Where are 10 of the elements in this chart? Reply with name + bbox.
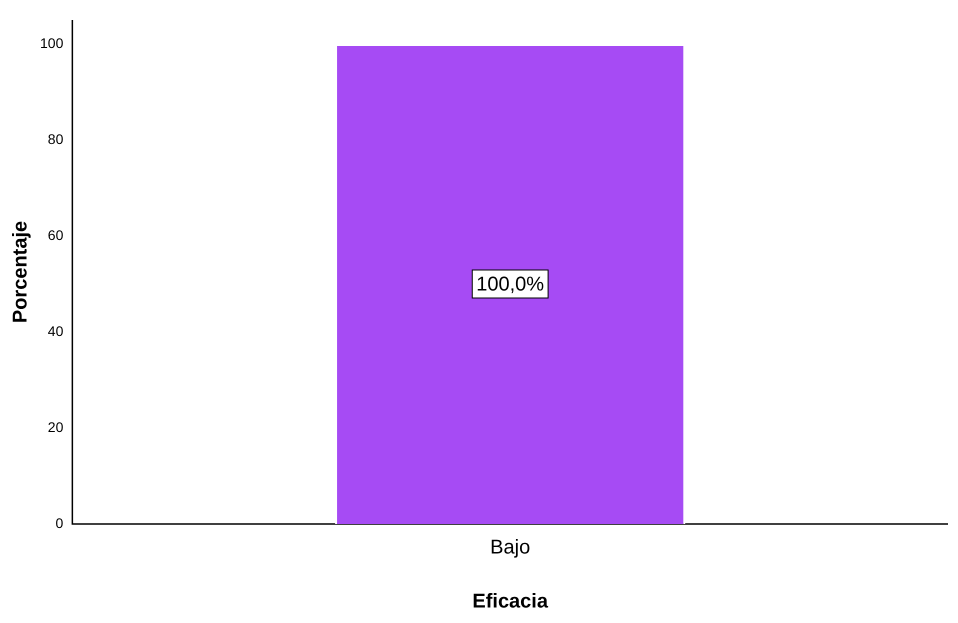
y-tick-label: 80 <box>48 130 64 147</box>
data-label: 100,0% <box>476 274 544 296</box>
y-tick-label: 60 <box>48 226 64 243</box>
y-axis-title: Porcentaje <box>10 220 32 324</box>
x-axis-title: Eficacia <box>472 590 549 613</box>
x-tick-label: Bajo <box>490 536 530 559</box>
y-tick-label: 40 <box>48 322 64 339</box>
y-tick-label: 0 <box>56 514 64 531</box>
y-tick-label: 100 <box>40 34 64 51</box>
y-tick-label: 20 <box>48 418 64 435</box>
